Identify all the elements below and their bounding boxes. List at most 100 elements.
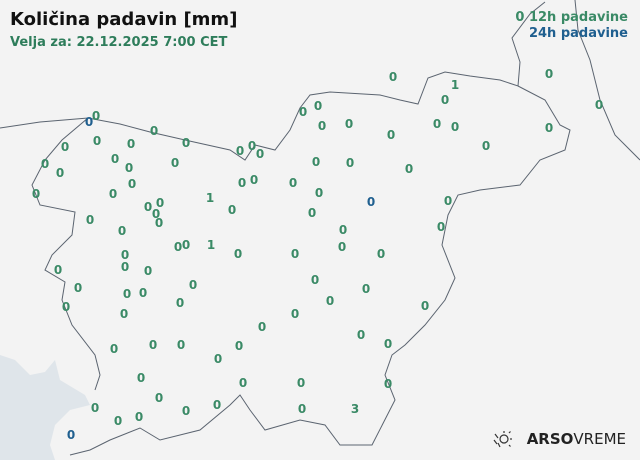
station-value-12h: 0: [361, 282, 371, 296]
station-value-12h: 0: [188, 278, 198, 292]
station-value-12h: 0: [40, 157, 50, 171]
station-value-12h: 0: [297, 402, 307, 416]
station-value-12h: 0: [298, 105, 308, 119]
station-value-12h: 0: [450, 120, 460, 134]
station-value-12h: 0: [176, 338, 186, 352]
arso-logo: ARSOVREME: [493, 430, 626, 448]
station-value-12h: 0: [313, 99, 323, 113]
station-value-12h: 0: [344, 117, 354, 131]
station-value-12h: 0: [544, 121, 554, 135]
station-value-12h: 0: [432, 117, 442, 131]
station-value-24h: 0: [366, 195, 376, 209]
station-value-12h: 0: [338, 223, 348, 237]
station-value-12h: 1: [206, 238, 216, 252]
station-value-12h: 0: [404, 162, 414, 176]
station-value-12h: 0: [311, 155, 321, 169]
station-value-12h: 0: [290, 307, 300, 321]
station-value-12h: 0: [143, 264, 153, 278]
station-value-12h: 0: [227, 203, 237, 217]
station-value-12h: 0: [73, 281, 83, 295]
station-value-12h: 0: [386, 128, 396, 142]
station-value-12h: 0: [148, 338, 158, 352]
station-value-12h: 0: [345, 156, 355, 170]
station-value-12h: 0: [257, 320, 267, 334]
station-value-12h: 0: [151, 207, 161, 221]
legend-sample: 0: [515, 10, 525, 25]
station-value-12h: 0: [122, 287, 132, 301]
map-title: Količina padavin [mm]: [10, 9, 238, 30]
station-value-12h: 0: [388, 70, 398, 84]
station-value-12h: 0: [481, 139, 491, 153]
station-value-12h: 0: [149, 124, 159, 138]
station-value-12h: 0: [124, 161, 134, 175]
station-value-12h: 0: [310, 273, 320, 287]
legend-24h-label: 24h padavine: [528, 26, 628, 41]
station-value-12h: 0: [249, 173, 259, 187]
station-value-12h: 0: [92, 134, 102, 148]
station-value-12h: 0: [325, 294, 335, 308]
legend: 0 12h padavine 24h padavine: [515, 10, 628, 42]
station-value-12h: 0: [237, 176, 247, 190]
station-value-12h: 0: [440, 93, 450, 107]
station-value-12h: 0: [127, 177, 137, 191]
station-value-12h: 1: [450, 78, 460, 92]
station-value-12h: 0: [170, 156, 180, 170]
logo-product: VREME: [573, 430, 626, 448]
station-value-12h: 0: [108, 187, 118, 201]
station-value-12h: 0: [337, 240, 347, 254]
station-value-12h: 0: [233, 247, 243, 261]
station-value-12h: 0: [55, 166, 65, 180]
valid-time: Velja za: 22.12.2025 7:00 CET: [10, 35, 228, 50]
station-value-12h: 0: [110, 152, 120, 166]
station-value-12h: 0: [314, 186, 324, 200]
station-value-12h: 0: [307, 206, 317, 220]
station-value-12h: 0: [234, 339, 244, 353]
station-value-12h: 0: [143, 200, 153, 214]
sun-rain-icon: [493, 431, 512, 448]
station-value-12h: 0: [109, 342, 119, 356]
logo-brand: ARSO: [526, 430, 574, 448]
station-value-12h: 0: [120, 260, 130, 274]
station-value-12h: 0: [356, 328, 366, 342]
station-value-12h: 0: [544, 67, 554, 81]
station-value-12h: 0: [383, 377, 393, 391]
station-value-12h: 0: [212, 398, 222, 412]
station-value-12h: 0: [181, 238, 191, 252]
station-value-12h: 0: [290, 247, 300, 261]
station-value-12h: 0: [181, 404, 191, 418]
station-value-12h: 0: [61, 300, 71, 314]
station-value-12h: 0: [138, 286, 148, 300]
station-value-12h: 0: [173, 240, 183, 254]
station-value-24h: 0: [84, 115, 94, 129]
station-value-12h: 1: [205, 191, 215, 205]
station-value-12h: 0: [594, 98, 604, 112]
station-value-12h: 0: [376, 247, 386, 261]
station-value-12h: 0: [235, 144, 245, 158]
legend-12h: 0 12h padavine: [515, 10, 628, 26]
station-value-12h: 0: [136, 371, 146, 385]
station-value-12h: 0: [60, 140, 70, 154]
station-value-12h: 0: [288, 176, 298, 190]
station-value-12h: 0: [181, 136, 191, 150]
station-value-12h: 0: [436, 220, 446, 234]
station-value-12h: 0: [154, 391, 164, 405]
station-value-24h: 0: [66, 428, 76, 442]
station-value-12h: 0: [255, 147, 265, 161]
station-value-12h: 0: [155, 196, 165, 210]
station-value-12h: 3: [350, 402, 360, 416]
station-value-12h: 0: [154, 216, 164, 230]
station-value-12h: 0: [296, 376, 306, 390]
station-value-12h: 0: [117, 224, 127, 238]
station-value-12h: 0: [126, 137, 136, 151]
station-value-12h: 0: [383, 337, 393, 351]
station-value-12h: 0: [175, 296, 185, 310]
station-value-12h: 0: [113, 414, 123, 428]
station-value-12h: 0: [420, 299, 430, 313]
legend-12h-label: 12h padavine: [528, 10, 628, 25]
station-value-12h: 0: [91, 109, 101, 123]
station-value-12h: 0: [85, 213, 95, 227]
station-value-12h: 0: [134, 410, 144, 424]
station-value-12h: 0: [53, 263, 63, 277]
